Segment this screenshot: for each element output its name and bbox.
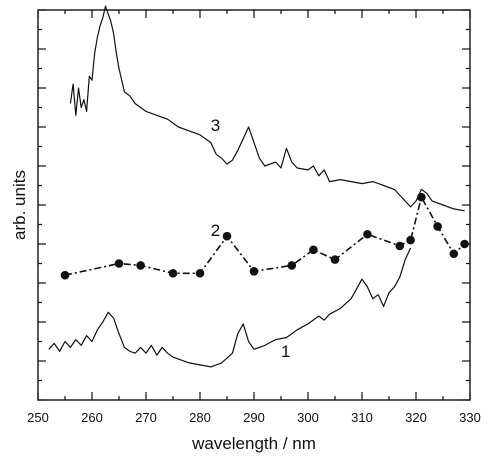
- series-2-marker: [168, 268, 178, 278]
- series-2-marker: [363, 229, 372, 239]
- x-tick-label: 260: [81, 410, 103, 425]
- x-tick-label: 320: [405, 410, 427, 425]
- series-line-2: [64, 196, 466, 276]
- curve-label-3: 3: [211, 116, 220, 135]
- x-tick-label: 330: [459, 410, 481, 425]
- series-2-marker: [330, 255, 340, 264]
- series-2-marker: [460, 239, 469, 249]
- curve-label-1: 1: [281, 342, 290, 361]
- series-2-marker: [222, 231, 232, 241]
- series-group: [48, 5, 469, 368]
- series-line-1: [48, 247, 412, 368]
- y-axis-label: arb. units: [10, 170, 29, 240]
- series-2-marker: [395, 241, 405, 251]
- series-2-marker: [449, 249, 459, 259]
- series-2-marker: [287, 261, 297, 270]
- series-line-3: [69, 5, 465, 212]
- x-axis-label: wavelength / nm: [191, 434, 316, 453]
- x-tick-label: 290: [243, 410, 265, 425]
- x-tick-label: 310: [351, 410, 373, 425]
- series-2-marker: [195, 268, 205, 278]
- series-2-marker: [406, 235, 415, 245]
- x-tick-labels: 250 260 270 280 290 300 310 320 330: [27, 410, 481, 425]
- curve-labels: 1 2 3: [211, 116, 291, 361]
- series-2-marker: [309, 245, 318, 255]
- axis-ticks: [37, 9, 471, 401]
- series-2-marker: [136, 261, 145, 270]
- x-tick-label: 280: [189, 410, 211, 425]
- series-2-marker: [60, 270, 70, 280]
- x-tick-label: 300: [297, 410, 319, 425]
- curve-label-2: 2: [211, 221, 220, 240]
- x-tick-label: 250: [27, 410, 49, 425]
- series-2-marker: [114, 259, 124, 268]
- plot-frame: [37, 9, 471, 401]
- series-2-marker: [433, 222, 442, 231]
- x-tick-label: 270: [135, 410, 157, 425]
- series-2-marker: [249, 267, 259, 276]
